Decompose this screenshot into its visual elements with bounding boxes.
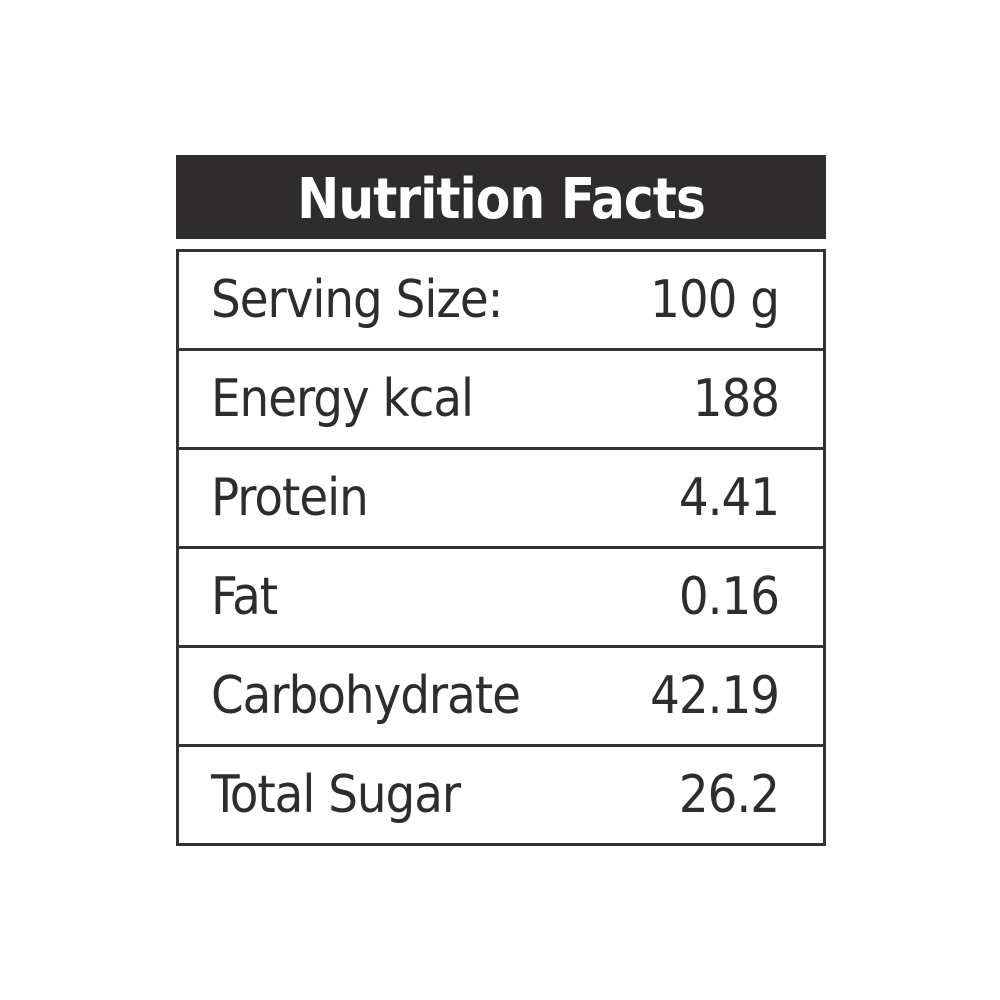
- table-row: Energy kcal 188: [179, 348, 823, 447]
- nutrient-name: Serving Size:: [211, 270, 503, 330]
- nutrient-value: 0.16: [678, 567, 780, 627]
- nutrient-name: Total Sugar: [211, 765, 461, 825]
- table-row: Total Sugar 26.2: [179, 744, 823, 843]
- nutrient-value: 100 g: [650, 270, 780, 330]
- nutrition-table: Serving Size: 100 g Energy kcal 188 Protein 4…: [176, 249, 826, 846]
- title: Nutrition Facts: [176, 155, 826, 239]
- nutrition-label: Nutrition Facts Serving Size: 100 g Energy…: [176, 155, 826, 846]
- nutrient-value: 26.2: [678, 765, 780, 825]
- table-row: Serving Size: 100 g: [179, 252, 823, 348]
- nutrient-value: 42.19: [650, 666, 780, 726]
- table-row: Protein 4.41: [179, 447, 823, 546]
- nutrient-name: Energy kcal: [211, 369, 474, 429]
- nutrient-name: Protein: [211, 468, 369, 528]
- nutrient-value: 4.41: [678, 468, 780, 528]
- nutrient-name: Carbohydrate: [211, 666, 521, 726]
- table-row: Carbohydrate 42.19: [179, 645, 823, 744]
- nutrient-value: 188: [692, 369, 780, 429]
- nutrient-name: Fat: [211, 567, 278, 627]
- table-row: Fat 0.16: [179, 546, 823, 645]
